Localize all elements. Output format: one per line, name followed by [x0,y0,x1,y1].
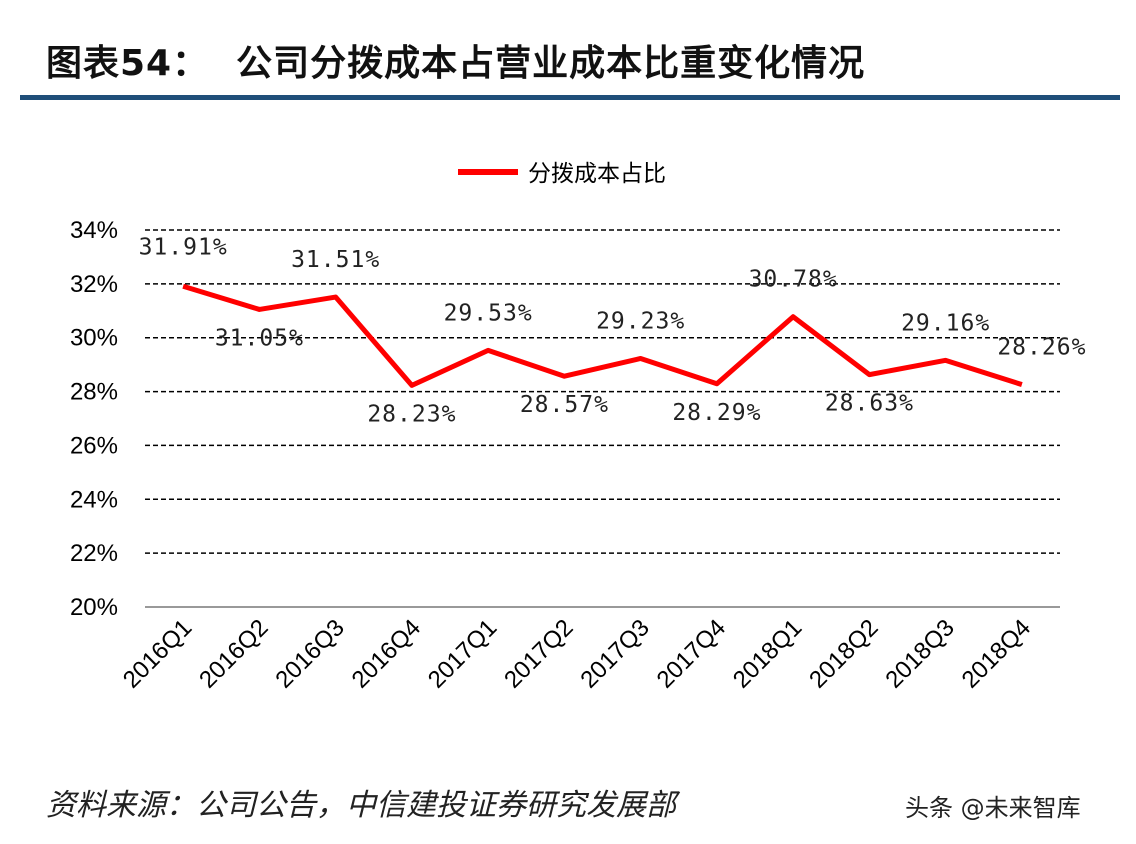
y-tick-label: 30% [70,325,118,352]
x-tick-label: 2017Q2 [499,614,578,693]
legend-label: 分拨成本占比 [528,161,666,187]
x-tick-label: 2017Q3 [575,614,654,693]
data-label: 28.26% [997,335,1086,361]
y-tick-label: 20% [70,594,118,621]
source-note: 资料来源：公司公告，中信建投证券研究发展部 [46,788,676,823]
data-label: 29.53% [444,300,533,326]
y-tick-label: 22% [70,540,118,567]
x-tick-label: 2016Q3 [270,614,349,693]
data-label: 28.57% [520,392,609,418]
y-tick-label: 28% [70,379,118,406]
data-label: 30.78% [749,267,838,293]
x-tick-label: 2018Q4 [957,614,1036,693]
y-tick-label: 24% [70,486,118,513]
data-label: 31.51% [291,247,380,273]
x-tick-label: 2017Q4 [652,614,731,693]
x-tick-label: 2017Q1 [423,614,502,693]
data-label: 31.05% [215,325,304,351]
x-tick-label: 2018Q3 [880,614,959,693]
x-tick-label: 2018Q2 [804,614,883,693]
x-tick-label: 2016Q1 [118,614,197,693]
y-tick-label: 34% [70,217,118,244]
y-tick-label: 26% [70,432,118,459]
figure-title: 图表54： 公司分拨成本占营业成本比重变化情况 [46,43,866,84]
data-label: 28.23% [367,401,456,427]
watermark: 头条 @未来智库 [905,794,1081,822]
data-label: 29.16% [901,310,990,336]
x-tick-label: 2016Q2 [194,614,273,693]
y-tick-label: 32% [70,271,118,298]
data-label: 28.63% [825,391,914,417]
data-label: 29.23% [596,308,685,334]
x-tick-label: 2016Q4 [347,614,426,693]
x-tick-label: 2018Q1 [728,614,807,693]
data-label: 28.29% [672,400,761,426]
title-rule [20,95,1120,100]
series-line [182,283,1023,388]
data-label: 31.91% [139,234,228,260]
